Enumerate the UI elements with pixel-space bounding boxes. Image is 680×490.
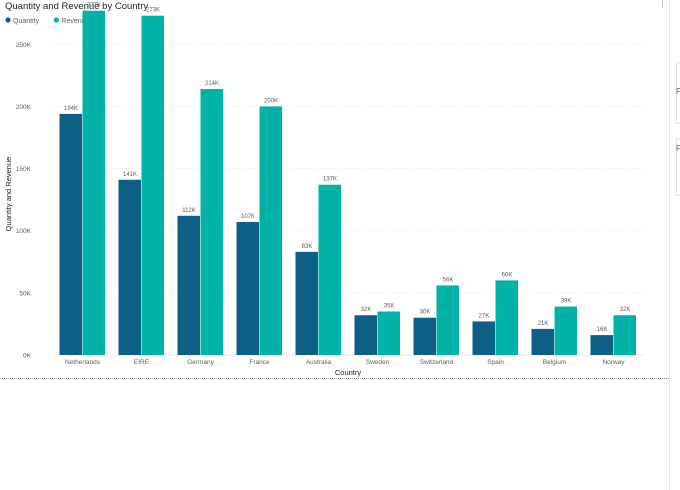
x-tick-label: France xyxy=(249,359,270,366)
bar-revenue xyxy=(377,311,400,355)
data-label: 16K xyxy=(597,327,608,333)
bar-revenue xyxy=(141,15,164,355)
y-tick-label: 250K xyxy=(16,42,32,49)
legend-marker xyxy=(5,17,11,23)
visual-border xyxy=(0,378,669,379)
bar-revenue xyxy=(318,184,341,355)
data-label: 137K xyxy=(323,177,337,183)
right-panel-divider xyxy=(669,0,670,490)
bar-quantity xyxy=(413,317,436,355)
data-label: 56K xyxy=(443,277,454,283)
right-panel-card[interactable] xyxy=(676,62,680,124)
data-label: 27K xyxy=(479,313,490,319)
right-panel-label: F xyxy=(676,87,680,96)
data-label: 39K xyxy=(561,299,572,305)
bar-quantity xyxy=(295,251,318,355)
data-label: 112K xyxy=(182,208,196,214)
legend-label: Quantity xyxy=(13,18,40,25)
data-label: 277K xyxy=(87,3,101,9)
bar-revenue xyxy=(436,285,459,355)
data-label: 141K xyxy=(123,172,137,178)
right-panel-card[interactable] xyxy=(676,138,680,196)
data-label: 107K xyxy=(241,214,255,220)
x-tick-label: EIRE xyxy=(134,359,150,366)
y-tick-label: 0K xyxy=(23,353,32,360)
legend-marker xyxy=(53,17,60,23)
x-tick-label: Netherlands xyxy=(65,359,101,366)
data-label: 32K xyxy=(361,307,372,313)
bar-revenue xyxy=(554,306,577,355)
data-label: 200K xyxy=(264,98,278,104)
bar-quantity xyxy=(531,328,554,355)
bar-quantity xyxy=(354,315,377,355)
bar-revenue xyxy=(613,315,636,355)
y-tick-label: 200K xyxy=(16,104,32,111)
data-label: 273K xyxy=(146,8,160,14)
data-label: 21K xyxy=(538,321,549,327)
data-label: 83K xyxy=(302,244,313,250)
y-axis-label: Quantity and Revenue xyxy=(4,157,13,232)
bar-quantity xyxy=(59,113,82,355)
bar-revenue xyxy=(495,280,518,355)
bar-quantity xyxy=(177,215,200,355)
right-panel-label: F xyxy=(676,144,680,153)
bar-quantity xyxy=(590,335,613,355)
x-tick-label: Belgium xyxy=(543,359,566,366)
panel-top-tick xyxy=(662,0,663,8)
x-tick-label: Sweden xyxy=(366,359,390,366)
data-label: 32K xyxy=(620,307,631,313)
bar-revenue xyxy=(259,106,282,355)
y-tick-label: 150K xyxy=(16,166,32,173)
chart-title: Quantity and Revenue by Country xyxy=(5,1,148,12)
bar-quantity xyxy=(118,179,141,355)
legend-label: Revenue xyxy=(61,18,89,25)
bar-revenue xyxy=(82,10,105,355)
y-tick-label: 50K xyxy=(19,290,31,297)
x-axis-label: Country xyxy=(335,368,362,377)
bar-quantity xyxy=(472,321,495,355)
bar-quantity xyxy=(236,222,259,355)
x-tick-label: Norway xyxy=(602,359,625,366)
data-label: 30K xyxy=(420,310,431,316)
x-tick-label: Germany xyxy=(187,359,214,366)
y-tick-label: 100K xyxy=(16,228,32,235)
x-tick-label: Australia xyxy=(306,359,332,366)
bar-revenue xyxy=(200,89,223,356)
data-label: 194K xyxy=(64,106,78,112)
data-label: 214K xyxy=(205,81,219,87)
data-label: 60K xyxy=(502,272,513,278)
data-label: 35K xyxy=(384,304,395,310)
x-tick-label: Switzerland xyxy=(420,359,454,366)
x-tick-label: Spain xyxy=(487,359,504,366)
